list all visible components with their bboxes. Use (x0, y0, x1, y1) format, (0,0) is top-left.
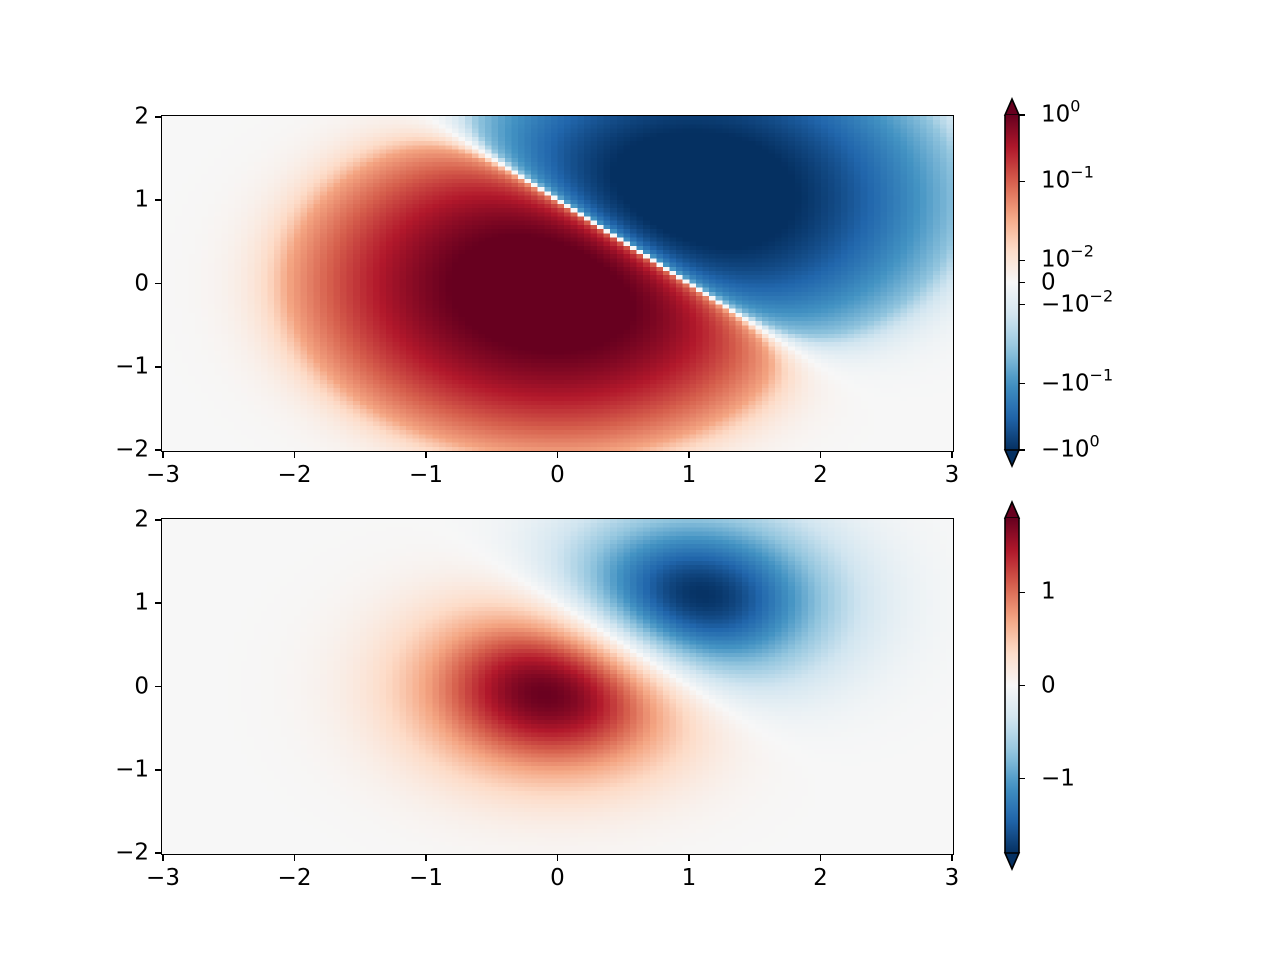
y-tick (155, 365, 161, 368)
colorbar-svg (1003, 500, 1021, 871)
x-tick (162, 452, 164, 458)
top-colorbar-symlog (1003, 97, 1025, 468)
x-tick-label: −2 (277, 865, 312, 891)
x-tick-label: −1 (409, 865, 443, 891)
y-tick-label: 2 (134, 103, 149, 130)
colorbar-svg (1003, 97, 1021, 468)
y-tick (155, 685, 161, 688)
colorbar-tick (1019, 684, 1025, 687)
colorbar-extend-max-triangle (1003, 97, 1021, 116)
y-tick-label: 1 (134, 186, 149, 213)
x-tick (162, 855, 164, 861)
x-tick-label: 0 (550, 865, 565, 891)
top-heatmap-axes (161, 115, 954, 452)
bottom-heatmap-axes (161, 518, 954, 855)
x-tick-label: 1 (681, 865, 697, 891)
y-tick-label: −1 (115, 353, 149, 380)
x-tick-label: −1 (409, 462, 443, 488)
x-tick-label: 2 (813, 865, 828, 891)
top-heatmap-image (162, 116, 953, 451)
colorbar-extend-max-triangle (1003, 500, 1021, 519)
x-tick (293, 855, 296, 861)
y-tick-label: 0 (134, 270, 149, 296)
colorbar-tick-label: 10−2 (1041, 241, 1094, 273)
colorbar-tick (1019, 777, 1025, 780)
colorbar-extend-min-triangle (1003, 852, 1021, 871)
y-tick-label: 0 (134, 673, 149, 699)
colorbar-tick-label: 10−1 (1041, 162, 1094, 194)
y-tick (155, 282, 161, 285)
colorbar-tick (1019, 259, 1025, 262)
x-tick-label: −2 (277, 462, 312, 488)
y-tick-label: −2 (115, 436, 149, 463)
colorbar-tick-label: −10−1 (1041, 365, 1114, 397)
y-tick (155, 519, 161, 521)
colorbar-tick (1019, 180, 1025, 183)
x-tick-label: 3 (944, 865, 960, 891)
y-tick (155, 768, 161, 771)
colorbar-tick-label: 0 (1041, 269, 1056, 295)
y-tick (155, 199, 161, 202)
y-tick (155, 116, 161, 118)
x-tick (819, 452, 822, 458)
x-tick-label: 2 (813, 462, 828, 488)
x-tick-label: −3 (146, 865, 180, 891)
colorbar-tick-label: −100 (1041, 431, 1100, 463)
colorbar-tick-label: 1 (1041, 578, 1056, 605)
colorbar-tick (1019, 281, 1025, 284)
x-tick-label: 1 (681, 462, 697, 488)
bottom-heatmap-image (162, 519, 953, 854)
colorbar-tick-label: 100 (1041, 96, 1081, 128)
colorbar-tick-label: −10−2 (1041, 286, 1114, 318)
x-tick-label: 0 (550, 462, 565, 488)
colorbar-tick (1019, 382, 1025, 385)
x-tick (556, 855, 559, 861)
x-tick (951, 855, 953, 861)
x-tick (293, 452, 296, 458)
x-tick (688, 855, 690, 861)
colorbar-extend-min-triangle (1003, 449, 1021, 468)
x-tick-label: 3 (944, 462, 960, 488)
y-tick-label: −1 (115, 756, 149, 783)
colorbar-tick (1019, 303, 1025, 306)
y-tick-label: −2 (115, 839, 149, 866)
x-tick (951, 452, 953, 458)
x-tick (819, 855, 822, 861)
x-tick (688, 452, 690, 458)
y-tick-label: 1 (134, 589, 149, 616)
bottom-colorbar-linear (1003, 500, 1025, 871)
y-tick (155, 449, 161, 451)
colorbar-tick-label: −1 (1041, 765, 1075, 792)
y-tick-label: 2 (134, 506, 149, 533)
x-tick (425, 855, 427, 861)
x-tick-label: −3 (146, 462, 180, 488)
colorbar-tick (1019, 449, 1025, 451)
colorbar-tick (1019, 114, 1025, 116)
colorbar-tick-label: 0 (1041, 672, 1056, 698)
y-tick (155, 602, 161, 605)
colorbar-tick (1019, 591, 1025, 594)
x-tick (425, 452, 427, 458)
y-tick (155, 852, 161, 854)
x-tick (556, 452, 559, 458)
